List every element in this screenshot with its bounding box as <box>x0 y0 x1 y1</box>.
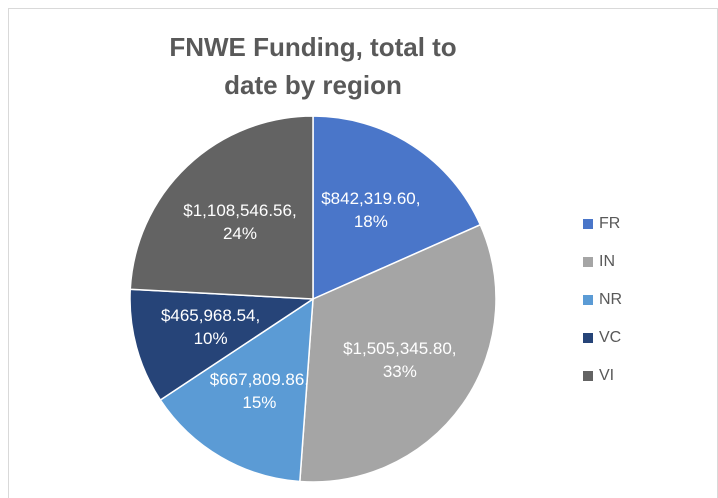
pie-slice <box>129 288 316 402</box>
pie-slice <box>129 115 314 300</box>
pie-slice <box>299 223 497 483</box>
data-label: $667,809.86, 15% <box>209 369 310 412</box>
legend-swatch <box>583 295 593 305</box>
data-label: $842,319.60, 18% <box>321 189 421 232</box>
data-label: $1,505,345.80, 33% <box>343 339 457 382</box>
data-label: $465,968.54, 10% <box>160 305 261 348</box>
legend-label: IN <box>599 253 615 270</box>
chart-title: FNWE Funding, total to date by region <box>169 32 457 100</box>
data-label: $1,108,546.56, 24% <box>183 200 297 243</box>
legend-swatch <box>583 371 593 381</box>
legend-swatch <box>583 219 593 229</box>
legend-label: NR <box>599 291 622 308</box>
legend-swatch <box>583 257 593 267</box>
legend-label: VC <box>599 329 621 346</box>
legend-label: FR <box>599 215 620 232</box>
pie-slice <box>312 115 482 301</box>
legend-swatch <box>583 333 593 343</box>
pie-slice <box>159 297 314 483</box>
legend-label: VI <box>599 367 614 384</box>
